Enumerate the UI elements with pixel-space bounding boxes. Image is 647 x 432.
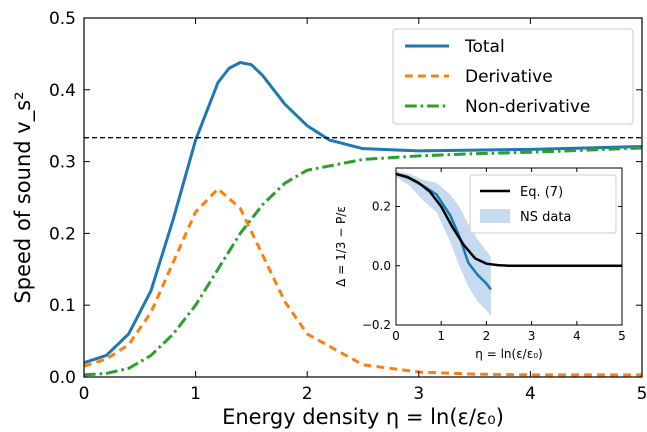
inset-x-tick-label: 2 (483, 329, 491, 343)
inset-legend: Eq. (7) NS data (469, 174, 617, 234)
main-axis-ticks: 0 1 2 3 4 5 0.0 0.1 0.2 0.3 0.4 0.5 (49, 9, 647, 404)
legend-label-non-derivative: Non-derivative (465, 97, 590, 117)
series-line-derivative (83, 187, 642, 377)
main-plot-frame (83, 17, 643, 378)
series-line-eq-7 (395, 172, 622, 267)
series-line-total (83, 61, 643, 365)
inset-x-tick-label: 1 (437, 329, 445, 343)
inset-x-tick-label: 3 (528, 329, 536, 343)
inset-y-axis-label: Δ = 1/3 − P/ε (334, 206, 348, 287)
inset-plot: 0 1 2 3 4 5 −0.2 0.0 0.2 η = ln(ε/ε₀) Δ = 1/3 − … (334, 167, 626, 361)
x-tick-label: 2 (302, 384, 313, 404)
inset-x-tick-label: 0 (392, 329, 400, 343)
main-series-group (83, 61, 643, 377)
inset-axis-ticks: 0 1 2 3 4 5 −0.2 0.0 0.2 (362, 168, 626, 343)
x-tick-label: 3 (413, 384, 424, 404)
main-plot: 0 1 2 3 4 5 0.0 0.1 0.2 0.3 0.4 0.5 (49, 9, 647, 404)
x-tick-label: 0 (79, 384, 90, 404)
main-y-axis-label: Speed of sound v_s² (11, 91, 36, 303)
inset-x-tick-label: 4 (573, 329, 581, 343)
x-tick-label: 5 (637, 384, 647, 404)
legend-label-ns-data: NS data (520, 210, 571, 225)
y-tick-label: 0.4 (49, 81, 76, 101)
y-tick-label: 0.1 (49, 296, 76, 316)
series-band-ns-data (396, 170, 491, 317)
y-tick-label: 0.3 (49, 153, 76, 173)
y-tick-label: 0.0 (49, 368, 76, 388)
series-line-non-derivative (83, 146, 643, 377)
inset-y-tick-label: −0.2 (362, 318, 391, 332)
inset-y-tick-label: 0.2 (372, 200, 391, 214)
main-x-axis-label: Energy density η = ln(ε/ε₀) (222, 405, 504, 429)
inset-series-group (395, 170, 622, 317)
y-tick-label: 0.2 (49, 224, 76, 244)
y-tick-label: 0.5 (49, 9, 76, 29)
x-tick-label: 4 (525, 384, 536, 404)
main-legend: Total Derivative Non-derivative (392, 28, 634, 125)
legend-label-derivative: Derivative (465, 67, 553, 87)
inset-x-axis-label: η = ln(ε/ε₀) (475, 347, 542, 361)
inset-y-tick-label: 0.0 (372, 259, 391, 273)
legend-label-eq-7: Eq. (7) (520, 185, 563, 200)
x-tick-label: 1 (190, 384, 201, 404)
legend-swatch-ns-data (480, 209, 510, 223)
inset-x-tick-label: 5 (618, 329, 626, 343)
inset-plot-frame (395, 167, 623, 326)
legend-label-total: Total (464, 37, 505, 57)
main-legend-box (392, 28, 634, 125)
